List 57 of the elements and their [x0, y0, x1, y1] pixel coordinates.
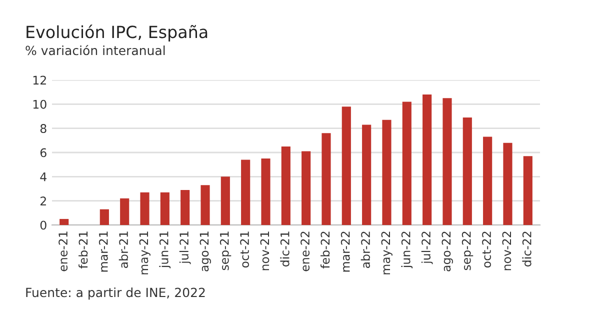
- bar: [483, 136, 492, 225]
- bar: [442, 98, 452, 225]
- x-tick-label: nov-22: [502, 232, 512, 270]
- x-tick-label: jul-22: [421, 232, 433, 264]
- bar: [120, 198, 130, 225]
- bar: [462, 117, 472, 225]
- bar: [60, 218, 69, 225]
- x-tick-label: abr-21: [118, 232, 128, 268]
- x-tick-label: sep-21: [220, 232, 232, 270]
- bar: [261, 158, 270, 225]
- x-tick-label: sep-22: [462, 232, 474, 270]
- x-tick-label: may-21: [139, 232, 150, 274]
- bar: [281, 146, 290, 225]
- bar: [342, 106, 351, 225]
- x-tick-label: dic-22: [522, 232, 532, 266]
- x-tick-label: oct-22: [482, 232, 491, 268]
- bar: [200, 185, 210, 225]
- x-tick-label: ago-22: [442, 232, 453, 272]
- bar: [362, 124, 372, 225]
- bar: [220, 176, 230, 225]
- y-tick-label: 6: [40, 148, 46, 158]
- x-tick-label: ene-22: [300, 232, 310, 272]
- bar: [503, 142, 512, 225]
- x-tick-label: jul-21: [179, 232, 191, 264]
- bar: [523, 156, 532, 225]
- x-tick-label: may-22: [381, 232, 392, 274]
- bar: [140, 192, 150, 225]
- y-tick-label: 8: [40, 124, 46, 133]
- bar: [322, 133, 331, 225]
- bar: [382, 120, 392, 225]
- bar: [241, 160, 250, 225]
- y-tick-label: 4: [40, 172, 46, 182]
- bar: [180, 190, 190, 225]
- x-tick-label: ene-21: [58, 232, 68, 272]
- bar: [100, 209, 109, 225]
- x-tick-label: dic-21: [280, 232, 290, 266]
- bar: [422, 94, 432, 225]
- y-tick-label: 0: [40, 220, 46, 230]
- x-tick-label: mar-21: [98, 232, 108, 272]
- x-tick-label: feb-22: [320, 232, 330, 268]
- bar: [302, 151, 311, 225]
- x-tick-label: feb-21: [78, 232, 88, 268]
- x-tick-label: nov-21: [260, 232, 270, 270]
- source-note: Fuente: a partir de INE, 2022: [26, 288, 205, 300]
- x-tick-label: ago-21: [200, 232, 211, 272]
- chart-title: Evolución IPC, España: [26, 24, 208, 42]
- x-tick-label: abr-22: [360, 232, 370, 268]
- x-tick-label: mar-22: [340, 232, 350, 272]
- y-tick-label: 12: [33, 76, 46, 84]
- chart-subtitle: % variación interanual: [26, 45, 165, 56]
- y-tick-label: 10: [33, 100, 46, 109]
- x-tick-label: jun-21: [159, 232, 171, 268]
- y-tick-label: 2: [40, 196, 46, 206]
- x-tick-label: oct-21: [240, 232, 250, 268]
- x-tick-label: jun-22: [401, 232, 413, 268]
- bar: [402, 102, 412, 225]
- bar: [160, 192, 170, 225]
